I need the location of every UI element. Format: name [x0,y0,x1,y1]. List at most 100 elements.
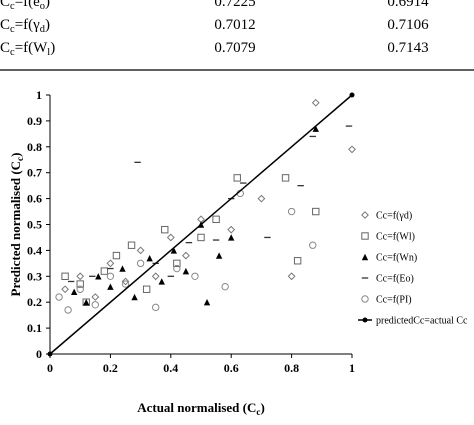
legend-marker [361,253,369,261]
point [212,215,220,224]
legend-marker [361,232,369,240]
y-tick-label: 1 [36,88,42,102]
cell: 0.7079 [214,40,255,56]
y-tick-label: 0.3 [27,269,42,283]
point [64,306,72,314]
y-tick-label: 0.4 [27,243,42,257]
x-tick-label: 0 [47,361,53,375]
point [293,257,302,265]
text-part: =f(W [15,40,48,56]
point [47,351,53,357]
y-tick-label: 0.1 [27,321,42,335]
point [142,285,151,293]
row-label: Cc=f(γd) [0,17,50,35]
point [228,234,235,241]
point [203,299,211,306]
point [166,233,175,242]
point [76,285,84,293]
y-tick-label: 0.5 [27,218,42,232]
y-tick-label: 0.2 [27,295,42,309]
point [311,98,320,107]
text-part: ) [45,0,50,10]
legend-marker [362,317,368,323]
x-tick-label: 0.4 [163,361,178,375]
text-part: ) [50,40,55,56]
y-tick-label: 0.7 [27,166,42,180]
point [287,272,296,281]
legend-label: Cc=f(Wn) [376,253,417,264]
row-label: Cc=f(eo) [0,0,50,12]
point [112,251,121,260]
cell: 0.7225 [214,0,255,10]
point [161,225,169,234]
legend-label: Cc=f(γd) [376,211,412,222]
point [287,207,296,216]
point [151,272,160,281]
text-part: C [0,40,10,56]
y-tick-label: 0.6 [27,192,42,206]
point [348,145,356,154]
cell: 0.7106 [387,17,429,33]
point [281,174,290,182]
legend-label: Cc=f(PI) [376,295,412,306]
legend-label: Cc=f(Wl) [376,232,415,243]
point [170,247,178,254]
text-part: C [0,17,10,33]
text-part: ) [45,17,50,33]
point [221,282,229,291]
y-tick-label: 0 [36,347,42,361]
point [121,277,130,286]
point [119,265,126,272]
point [61,285,70,294]
legend-label: Cc=f(Eo) [376,274,414,285]
subscript: c [10,24,15,35]
point [91,301,100,309]
x-tick-label: 0.8 [284,361,299,375]
point [182,267,190,275]
text-part: ) [260,400,264,415]
y-tick-label: 0.8 [27,140,42,154]
legend-label: predictedCc=actual Cc [376,316,468,327]
cell: 0.7143 [387,40,428,56]
point [233,174,241,182]
text-part: Actual normalised (C [137,400,256,415]
x-tick-label: 0.6 [224,361,239,375]
point [70,288,78,296]
subscript: c [15,157,25,161]
y-tick-label: 0.9 [27,114,42,128]
point [61,272,69,281]
point [95,273,102,280]
point [215,252,223,259]
point [173,259,181,268]
point [106,259,115,268]
y-axis-label: Predicted normalised (Cc) [8,153,25,297]
row-label: Cc=f(Wl) [0,40,55,58]
point [76,272,85,281]
cell: 0.6914 [387,0,429,10]
point [312,125,319,132]
point [55,293,63,301]
subscript: c [10,1,15,12]
text-part: ) [8,153,23,157]
point [152,303,160,312]
point [309,241,317,249]
subscript: c [256,407,260,417]
point [127,241,136,249]
subscript: c [10,47,15,58]
point [173,264,181,273]
text-part: =f(γ [15,17,40,33]
text-part: =f(e [15,0,40,10]
legend-marker [361,295,369,303]
x-tick-label: 1 [349,361,355,375]
point [227,225,236,234]
point [312,207,320,216]
point [349,92,355,98]
legend-marker [361,211,369,219]
point [136,259,145,268]
point [257,194,266,203]
point [136,246,145,255]
subscript: d [40,24,46,35]
subscript: l [47,47,50,58]
text-part: Predicted normalised (C [8,161,23,297]
